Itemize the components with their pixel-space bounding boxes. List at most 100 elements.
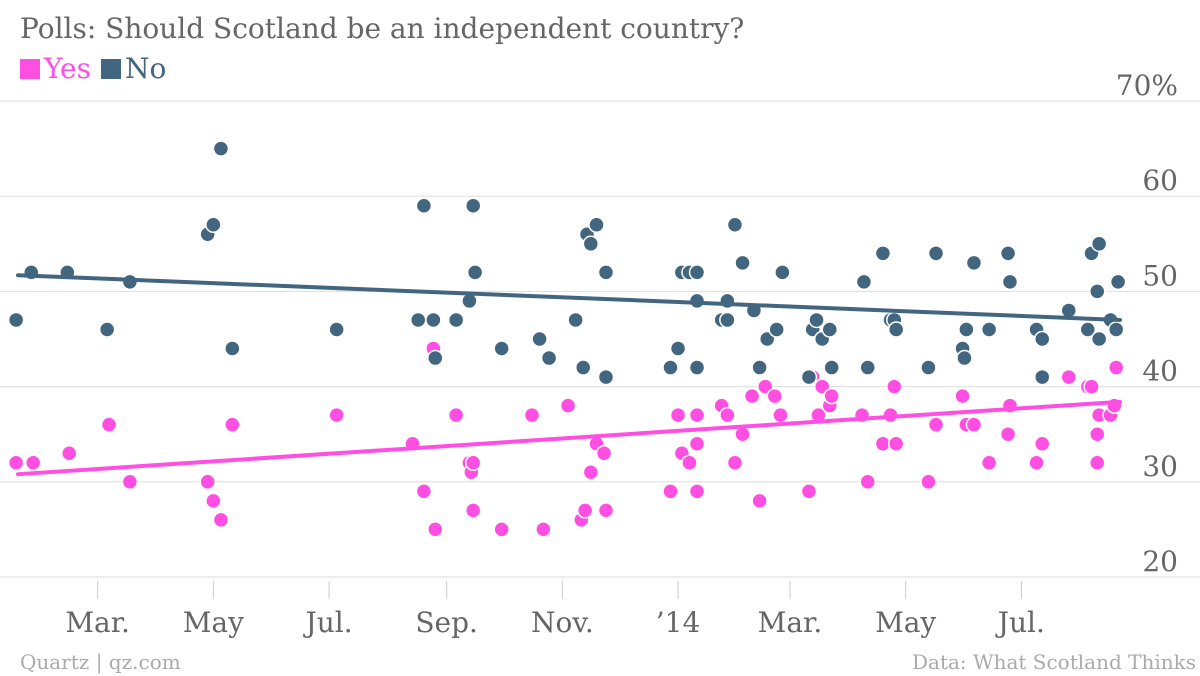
point-yes-0 bbox=[7, 454, 25, 472]
point-yes-22 bbox=[559, 397, 577, 414]
point-yes-18 bbox=[464, 502, 482, 519]
point-yes-35 bbox=[688, 406, 706, 424]
point-no-0 bbox=[7, 311, 25, 329]
point-yes-30 bbox=[669, 406, 687, 424]
point-no-34 bbox=[688, 359, 706, 376]
x-tick-label-0: Mar. bbox=[65, 606, 130, 639]
point-no-25 bbox=[588, 216, 605, 234]
point-no-27 bbox=[597, 368, 615, 386]
point-no-61 bbox=[958, 321, 975, 338]
x-tick-label-2: Jul. bbox=[303, 606, 353, 639]
point-no-45 bbox=[800, 368, 818, 386]
point-yes-4 bbox=[121, 473, 139, 491]
point-no-22 bbox=[574, 359, 592, 376]
point-yes-72 bbox=[1088, 454, 1106, 472]
source-label: Quartz | qz.com bbox=[20, 650, 181, 674]
point-no-36 bbox=[719, 311, 736, 329]
point-yes-75 bbox=[1107, 359, 1125, 376]
legend-item-yes: Yes bbox=[20, 52, 91, 85]
point-no-57 bbox=[920, 359, 937, 376]
point-no-65 bbox=[1001, 273, 1019, 291]
point-yes-32 bbox=[681, 454, 698, 472]
point-yes-9 bbox=[328, 406, 345, 424]
trendline-yes bbox=[16, 399, 1122, 477]
point-yes-20 bbox=[523, 406, 541, 424]
data-credit: Data: What Scotland Thinks bbox=[912, 650, 1196, 674]
legend-label-no: No bbox=[125, 52, 167, 85]
point-no-77 bbox=[1109, 273, 1127, 291]
legend: Yes No bbox=[20, 52, 166, 85]
point-no-49 bbox=[821, 321, 839, 338]
point-no-19 bbox=[531, 330, 548, 348]
point-yes-62 bbox=[980, 454, 998, 472]
point-yes-14 bbox=[447, 406, 465, 424]
point-no-58 bbox=[927, 245, 945, 262]
chart-title: Polls: Should Scotland be an independent… bbox=[20, 12, 745, 45]
point-yes-40 bbox=[743, 387, 761, 405]
point-yes-43 bbox=[766, 387, 784, 405]
point-no-11 bbox=[415, 197, 433, 214]
point-yes-29 bbox=[662, 483, 679, 500]
point-no-24 bbox=[582, 235, 600, 253]
point-yes-19 bbox=[493, 521, 510, 538]
point-no-76 bbox=[1107, 321, 1125, 338]
point-no-73 bbox=[1088, 283, 1106, 300]
point-no-68 bbox=[1033, 330, 1051, 348]
point-yes-34 bbox=[688, 483, 706, 500]
point-no-8 bbox=[224, 340, 241, 357]
point-yes-24 bbox=[576, 502, 594, 519]
point-no-12 bbox=[425, 311, 442, 329]
point-no-56 bbox=[887, 321, 905, 338]
legend-swatch-no bbox=[101, 58, 121, 79]
point-no-60 bbox=[956, 349, 973, 367]
point-no-32 bbox=[688, 264, 706, 281]
y-tick-label-50: 50 bbox=[1142, 259, 1178, 292]
point-no-14 bbox=[447, 311, 465, 329]
x-tick-label-3: Sep. bbox=[415, 606, 478, 639]
x-tick-label-7: May bbox=[875, 606, 936, 639]
point-yes-56 bbox=[887, 435, 905, 452]
point-no-9 bbox=[328, 321, 345, 338]
point-yes-11 bbox=[415, 483, 433, 500]
point-no-51 bbox=[855, 273, 873, 291]
point-no-64 bbox=[999, 245, 1017, 262]
point-no-13 bbox=[427, 349, 444, 367]
point-yes-3 bbox=[100, 416, 118, 433]
point-yes-71 bbox=[1088, 425, 1106, 443]
point-no-53 bbox=[874, 245, 892, 262]
point-yes-52 bbox=[859, 473, 876, 491]
point-no-16 bbox=[464, 197, 482, 214]
point-yes-65 bbox=[1028, 454, 1045, 472]
point-yes-7 bbox=[212, 511, 230, 529]
point-yes-33 bbox=[688, 435, 706, 452]
x-tick-label-6: Mar. bbox=[758, 606, 823, 639]
point-yes-57 bbox=[920, 473, 937, 491]
point-no-29 bbox=[669, 340, 687, 357]
point-yes-58 bbox=[927, 416, 945, 433]
point-no-17 bbox=[466, 264, 484, 281]
point-yes-6 bbox=[205, 492, 222, 510]
point-no-44 bbox=[774, 264, 791, 281]
point-yes-55 bbox=[886, 378, 903, 395]
legend-label-yes: Yes bbox=[44, 52, 91, 85]
point-yes-5 bbox=[199, 473, 216, 491]
x-tick-label-4: Nov. bbox=[531, 606, 594, 639]
point-yes-50 bbox=[823, 387, 840, 405]
point-no-20 bbox=[540, 349, 558, 367]
point-no-70 bbox=[1079, 321, 1097, 338]
y-tick-label-20: 20 bbox=[1142, 545, 1178, 578]
point-yes-2 bbox=[60, 444, 78, 462]
point-yes-28 bbox=[597, 502, 615, 519]
point-no-72 bbox=[1090, 235, 1108, 253]
point-no-28 bbox=[662, 359, 679, 376]
point-yes-44 bbox=[772, 406, 789, 424]
point-no-26 bbox=[597, 264, 615, 281]
point-no-39 bbox=[734, 254, 751, 272]
point-yes-66 bbox=[1033, 435, 1051, 452]
point-yes-67 bbox=[1060, 368, 1078, 386]
point-yes-41 bbox=[751, 492, 768, 510]
point-no-10 bbox=[409, 311, 427, 329]
point-no-6 bbox=[205, 216, 222, 234]
y-tick-label-top: 70% bbox=[1116, 69, 1178, 102]
